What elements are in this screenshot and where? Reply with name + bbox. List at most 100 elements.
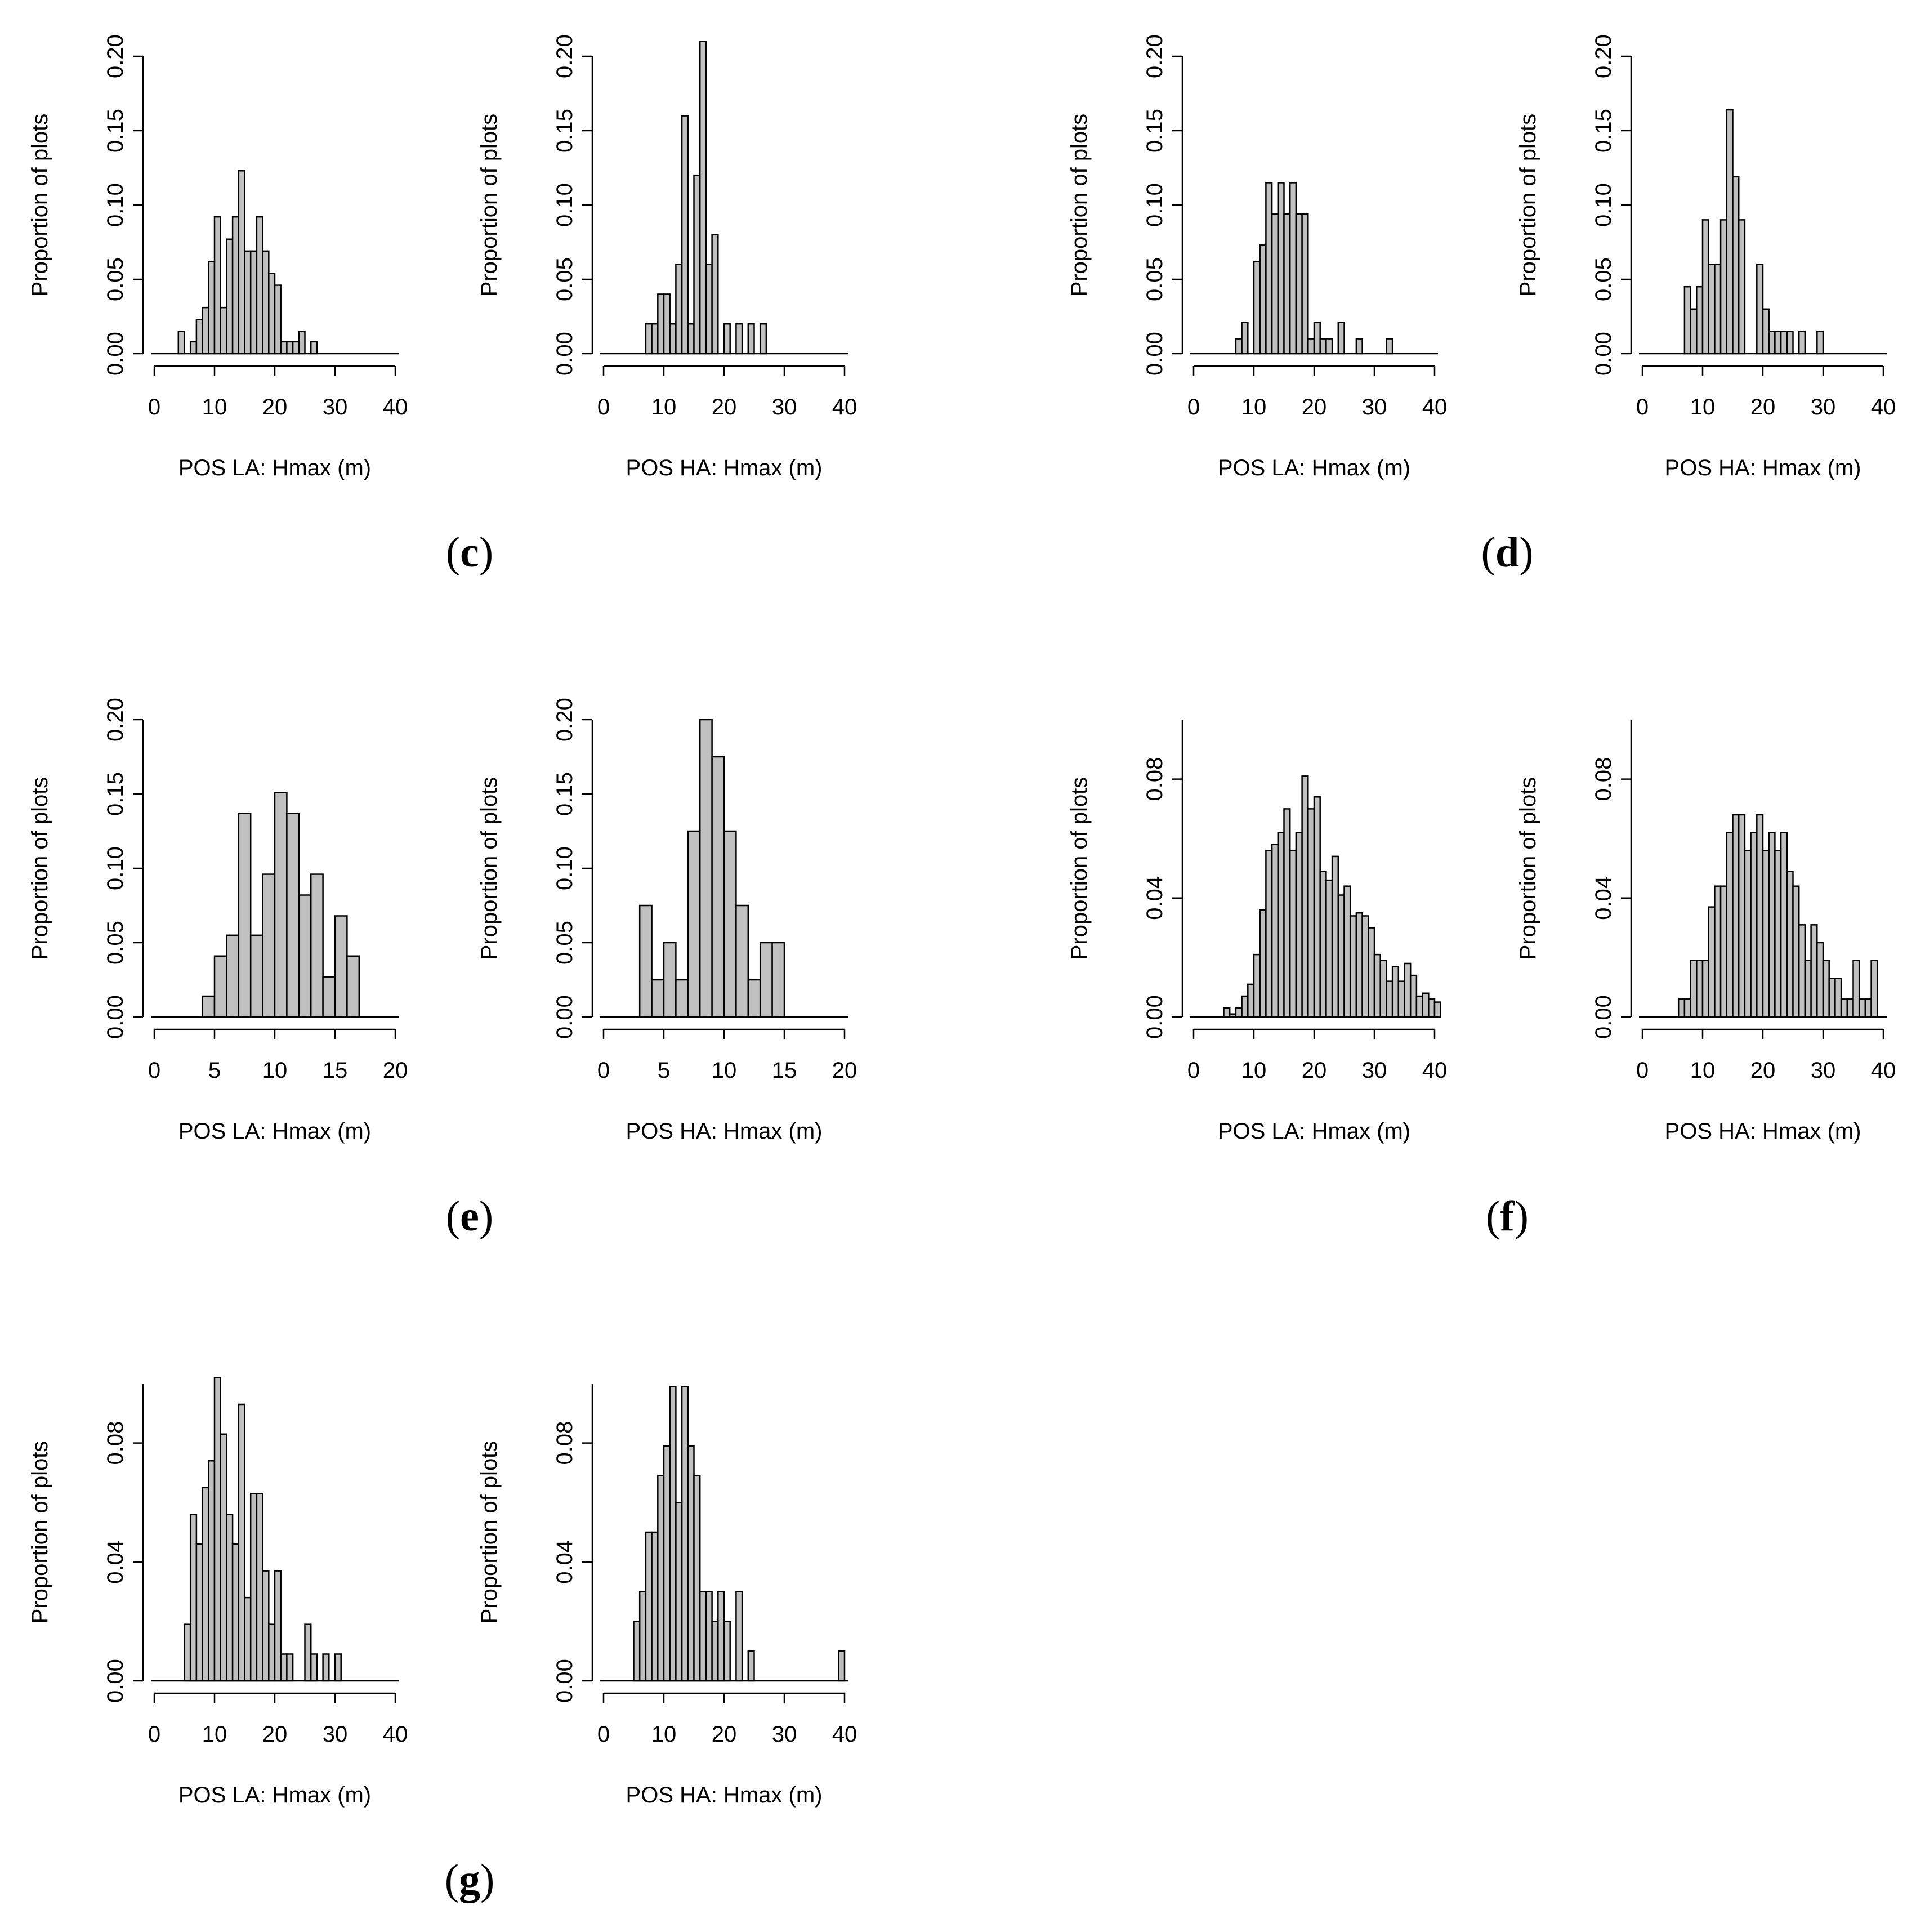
- x-tick-label: 0: [148, 395, 160, 420]
- x-tick-label: 40: [832, 395, 857, 420]
- histogram-bar: [699, 1591, 707, 1682]
- histogram-bar: [1313, 796, 1321, 1018]
- histogram-bar: [1415, 995, 1423, 1018]
- histogram-bar: [675, 1501, 683, 1682]
- y-tick-label: 0.00: [1591, 995, 1616, 1039]
- histogram-bar: [1289, 850, 1297, 1018]
- histogram-bar: [256, 216, 263, 355]
- histogram-bar: [675, 264, 683, 355]
- histogram-bar: [220, 306, 227, 355]
- y-tick-label: 0.10: [1142, 183, 1167, 227]
- x-tick-label: 20: [262, 1722, 288, 1747]
- histogram-bar: [1277, 182, 1285, 355]
- histogram-bar: [1822, 960, 1830, 1018]
- y-tick-label: 0.20: [103, 34, 128, 78]
- x-tick-label: 40: [1871, 1058, 1896, 1083]
- histogram-bar: [1337, 322, 1345, 355]
- y-tick-label: 0.15: [1142, 109, 1167, 153]
- histogram-bar: [1732, 176, 1740, 355]
- x-tick-label: 30: [1811, 395, 1836, 420]
- histogram-bar: [256, 1493, 263, 1682]
- x-axis-label: POS LA: Hmax (m): [178, 1783, 371, 1808]
- chart-g-9: 0.00 0.04 0.08 0 10 20 30 40 POS HA: Hmax (m) Pro…: [477, 1384, 857, 1808]
- histogram-bar: [1428, 998, 1436, 1018]
- histogram-bar: [735, 323, 743, 355]
- y-tick-label: 0.10: [552, 183, 577, 227]
- x-axis-label: POS HA: Hmax (m): [626, 1119, 823, 1144]
- x-axis-label: POS HA: Hmax (m): [1665, 456, 1861, 480]
- y-tick-label: 0.05: [103, 921, 128, 965]
- x-axis-label: POS HA: Hmax (m): [626, 456, 823, 480]
- chart-d-3: 0.00 0.05 0.10 0.15 0.20 0 10 20 30 40 POS HA: Hma…: [1516, 34, 1896, 480]
- histogram-bar: [322, 1653, 330, 1682]
- histogram-bar: [189, 341, 198, 355]
- histogram-bar: [1744, 850, 1752, 1018]
- y-tick-label: 0.05: [1142, 257, 1167, 301]
- y-tick-label: 0.10: [103, 183, 128, 227]
- histogram-bar: [1343, 885, 1351, 1018]
- histogram-bar: [268, 1623, 276, 1682]
- x-tick-label: 0: [597, 1722, 610, 1747]
- histogram-bar: [1701, 960, 1709, 1018]
- histogram-bar: [1331, 855, 1339, 1018]
- histogram-bar: [262, 873, 276, 1018]
- histogram-bar: [1241, 995, 1249, 1018]
- histogram-bar: [1253, 953, 1261, 1018]
- histogram-bar: [244, 250, 252, 355]
- histogram-bar: [268, 273, 276, 355]
- x-tick-label: 10: [712, 1058, 737, 1083]
- x-tick-label: 30: [1362, 395, 1387, 420]
- histogram-bar: [681, 115, 689, 355]
- histogram-bar: [1774, 850, 1782, 1018]
- histogram-bar: [651, 323, 659, 355]
- histogram-bar: [334, 1653, 342, 1682]
- histogram-bar: [693, 1475, 701, 1682]
- histogram-bar: [1828, 978, 1836, 1018]
- y-axis-label: Proportion of plots: [28, 114, 52, 297]
- histogram-bar: [1762, 850, 1770, 1018]
- histogram-bar: [286, 1653, 294, 1682]
- histogram-bar: [231, 216, 240, 355]
- y-tick-label: 0.20: [552, 698, 577, 742]
- histogram-bar: [304, 1623, 312, 1682]
- histogram-bar: [1719, 219, 1728, 355]
- histogram-bar: [1319, 871, 1327, 1018]
- x-axis-label: POS LA: Hmax (m): [178, 1119, 371, 1144]
- histogram-bar: [1708, 906, 1716, 1018]
- y-axis-label: Proportion of plots: [1067, 114, 1092, 297]
- y-tick-label: 0.15: [1591, 109, 1616, 153]
- histogram-bar: [1386, 338, 1393, 355]
- histogram-bar: [1307, 808, 1315, 1018]
- histogram-bar: [177, 331, 185, 355]
- histogram-bar: [1726, 832, 1734, 1018]
- histogram-bar: [638, 1591, 647, 1682]
- x-tick-label: 0: [148, 1058, 160, 1083]
- x-tick-label: 0: [1187, 395, 1200, 420]
- y-tick-label: 0.08: [1142, 757, 1167, 801]
- histogram-bar: [747, 979, 761, 1018]
- x-tick-label: 30: [772, 1722, 797, 1747]
- chart-d-2: 0.00 0.05 0.10 0.15 0.20 0 10 20 30 40 POS LA: Hma…: [1067, 34, 1447, 480]
- x-tick-label: 40: [383, 1722, 408, 1747]
- histogram-bar: [1846, 998, 1854, 1018]
- histogram-bar: [238, 1403, 245, 1682]
- y-tick-label: 0.00: [103, 332, 128, 376]
- x-tick-label: 20: [1750, 395, 1776, 420]
- y-tick-label: 0.20: [1142, 34, 1167, 78]
- chart-e-5: 0.00 0.05 0.10 0.15 0.20 0 5 10 15 20 POS HA: Hmax…: [477, 698, 857, 1144]
- y-axis-label: Proportion of plots: [1516, 777, 1540, 960]
- histogram-bar: [1726, 109, 1734, 355]
- histogram-bar: [645, 323, 653, 355]
- x-tick-label: 0: [1187, 1058, 1200, 1083]
- x-tick-label: 20: [383, 1058, 408, 1083]
- histogram-bar: [1283, 213, 1291, 355]
- y-tick-label: 0.00: [103, 995, 128, 1039]
- histogram-bar: [645, 1531, 653, 1682]
- y-tick-label: 0.20: [103, 698, 128, 742]
- x-axis-label: POS LA: Hmax (m): [178, 456, 371, 480]
- x-tick-label: 30: [772, 395, 797, 420]
- histogram-bar: [310, 1653, 318, 1682]
- y-tick-label: 0.08: [552, 1421, 577, 1465]
- histogram-bar: [687, 1445, 695, 1682]
- histogram-bar: [334, 915, 348, 1018]
